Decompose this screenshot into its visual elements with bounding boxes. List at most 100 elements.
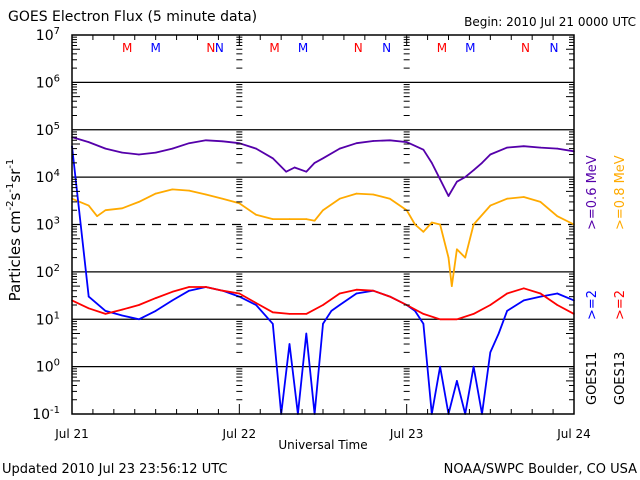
y-tick-base: 10	[36, 312, 54, 328]
data-point	[221, 197, 224, 200]
data-point	[389, 197, 391, 200]
y-tick-label: 104	[36, 168, 60, 186]
data-point	[121, 151, 123, 154]
data-point	[154, 151, 157, 154]
data-point	[523, 287, 525, 290]
mn-marker: M	[150, 41, 160, 55]
axis-layer: Jul 21 Jul 22 Jul 23 Jul 241071061051041031…	[32, 26, 591, 441]
legend-energy-label: >=0.8 MeV	[613, 155, 628, 230]
data-point	[255, 214, 257, 216]
data-point	[539, 295, 542, 298]
y-axis-label-s: s	[6, 192, 24, 200]
data-point	[188, 142, 190, 145]
y-tick-exponent: 2	[54, 263, 60, 274]
data-point	[506, 197, 508, 200]
data-point	[472, 223, 475, 226]
data-point	[87, 295, 90, 298]
data-point	[272, 157, 274, 160]
data-point	[322, 304, 324, 306]
data-point	[96, 215, 98, 217]
chart-title: GOES Electron Flux (5 minute data)	[8, 9, 257, 25]
data-point	[285, 170, 287, 173]
data-point	[464, 176, 467, 178]
y-tick-exponent: 6	[54, 73, 60, 84]
y-tick-label: 101	[36, 310, 60, 328]
data-point	[221, 140, 224, 143]
data-point	[322, 209, 324, 212]
x-tick-label: Jul 21	[54, 427, 89, 441]
data-point	[481, 162, 483, 164]
data-point	[138, 201, 140, 203]
data-point	[556, 304, 559, 306]
data-point	[556, 147, 559, 150]
data-point	[456, 380, 458, 382]
y-axis-label-sr: sr	[6, 168, 24, 183]
y-tick-exponent: 1	[54, 310, 60, 321]
data-point	[489, 204, 492, 207]
data-point	[87, 141, 90, 143]
plot-frame	[71, 34, 575, 415]
data-point	[523, 145, 525, 147]
data-point	[456, 248, 458, 251]
mn-marker: M	[298, 41, 308, 55]
data-point	[205, 286, 207, 288]
data-point	[372, 140, 375, 142]
y-tick-label: 106	[36, 73, 60, 91]
data-point	[456, 318, 458, 321]
mn-marker: M	[269, 41, 279, 55]
data-point	[138, 318, 140, 321]
y-tick-base: 10	[36, 170, 54, 186]
data-point	[539, 292, 542, 295]
mn-marker: N	[550, 41, 559, 55]
y-tick-base: 10	[36, 28, 54, 44]
legend-satellite-label: GOES11	[585, 352, 600, 405]
mn-marker: N	[521, 41, 530, 55]
data-point	[338, 304, 341, 306]
series-line-1	[71, 188, 575, 287]
data-point	[539, 146, 542, 149]
data-point	[489, 304, 492, 306]
data-point	[338, 147, 341, 150]
y-axis-label-exp2: -1	[5, 183, 16, 193]
svg-text:Particles cm-2s-1sr-1: Particles cm-2s-1sr-1	[5, 159, 24, 302]
mn-marker: M	[122, 41, 132, 55]
y-tick-exponent: 4	[54, 168, 60, 179]
data-point	[422, 231, 425, 233]
data-point	[330, 310, 333, 312]
data-point	[439, 365, 441, 368]
mn-marker: N	[354, 41, 363, 55]
data-point	[506, 292, 508, 295]
x-tick-label: Jul 22	[222, 427, 257, 441]
series-line-2	[71, 146, 575, 415]
series-layer	[71, 136, 575, 415]
data-point	[355, 142, 358, 145]
mn-marker: N	[206, 41, 215, 55]
data-point	[372, 289, 375, 292]
y-tick-base: 10	[36, 75, 54, 91]
data-point	[389, 295, 391, 298]
data-point	[355, 292, 358, 295]
y-tick-base: 10	[36, 265, 54, 281]
data-point	[414, 223, 416, 226]
data-point	[447, 256, 450, 259]
data-point	[255, 304, 257, 306]
data-point	[138, 153, 140, 156]
mn-marker: N	[215, 41, 224, 55]
y-tick-base: 10	[36, 123, 54, 139]
x-axis-label: Universal Time	[278, 438, 367, 452]
data-point	[523, 196, 525, 198]
data-point	[355, 192, 358, 195]
legend-energy-label: >=0.6 MeV	[585, 155, 600, 230]
credit-label: NOAA/SWPC Boulder, CO USA	[444, 462, 637, 477]
data-point	[221, 289, 224, 292]
data-point	[171, 188, 174, 191]
data-point	[305, 332, 308, 335]
data-point	[556, 215, 559, 217]
data-point	[154, 310, 157, 312]
data-point	[104, 313, 107, 315]
y-axis-label: Particles cm-2s-1sr-1	[5, 159, 24, 302]
data-point	[497, 332, 500, 335]
data-point	[539, 201, 542, 203]
data-point	[104, 310, 107, 312]
